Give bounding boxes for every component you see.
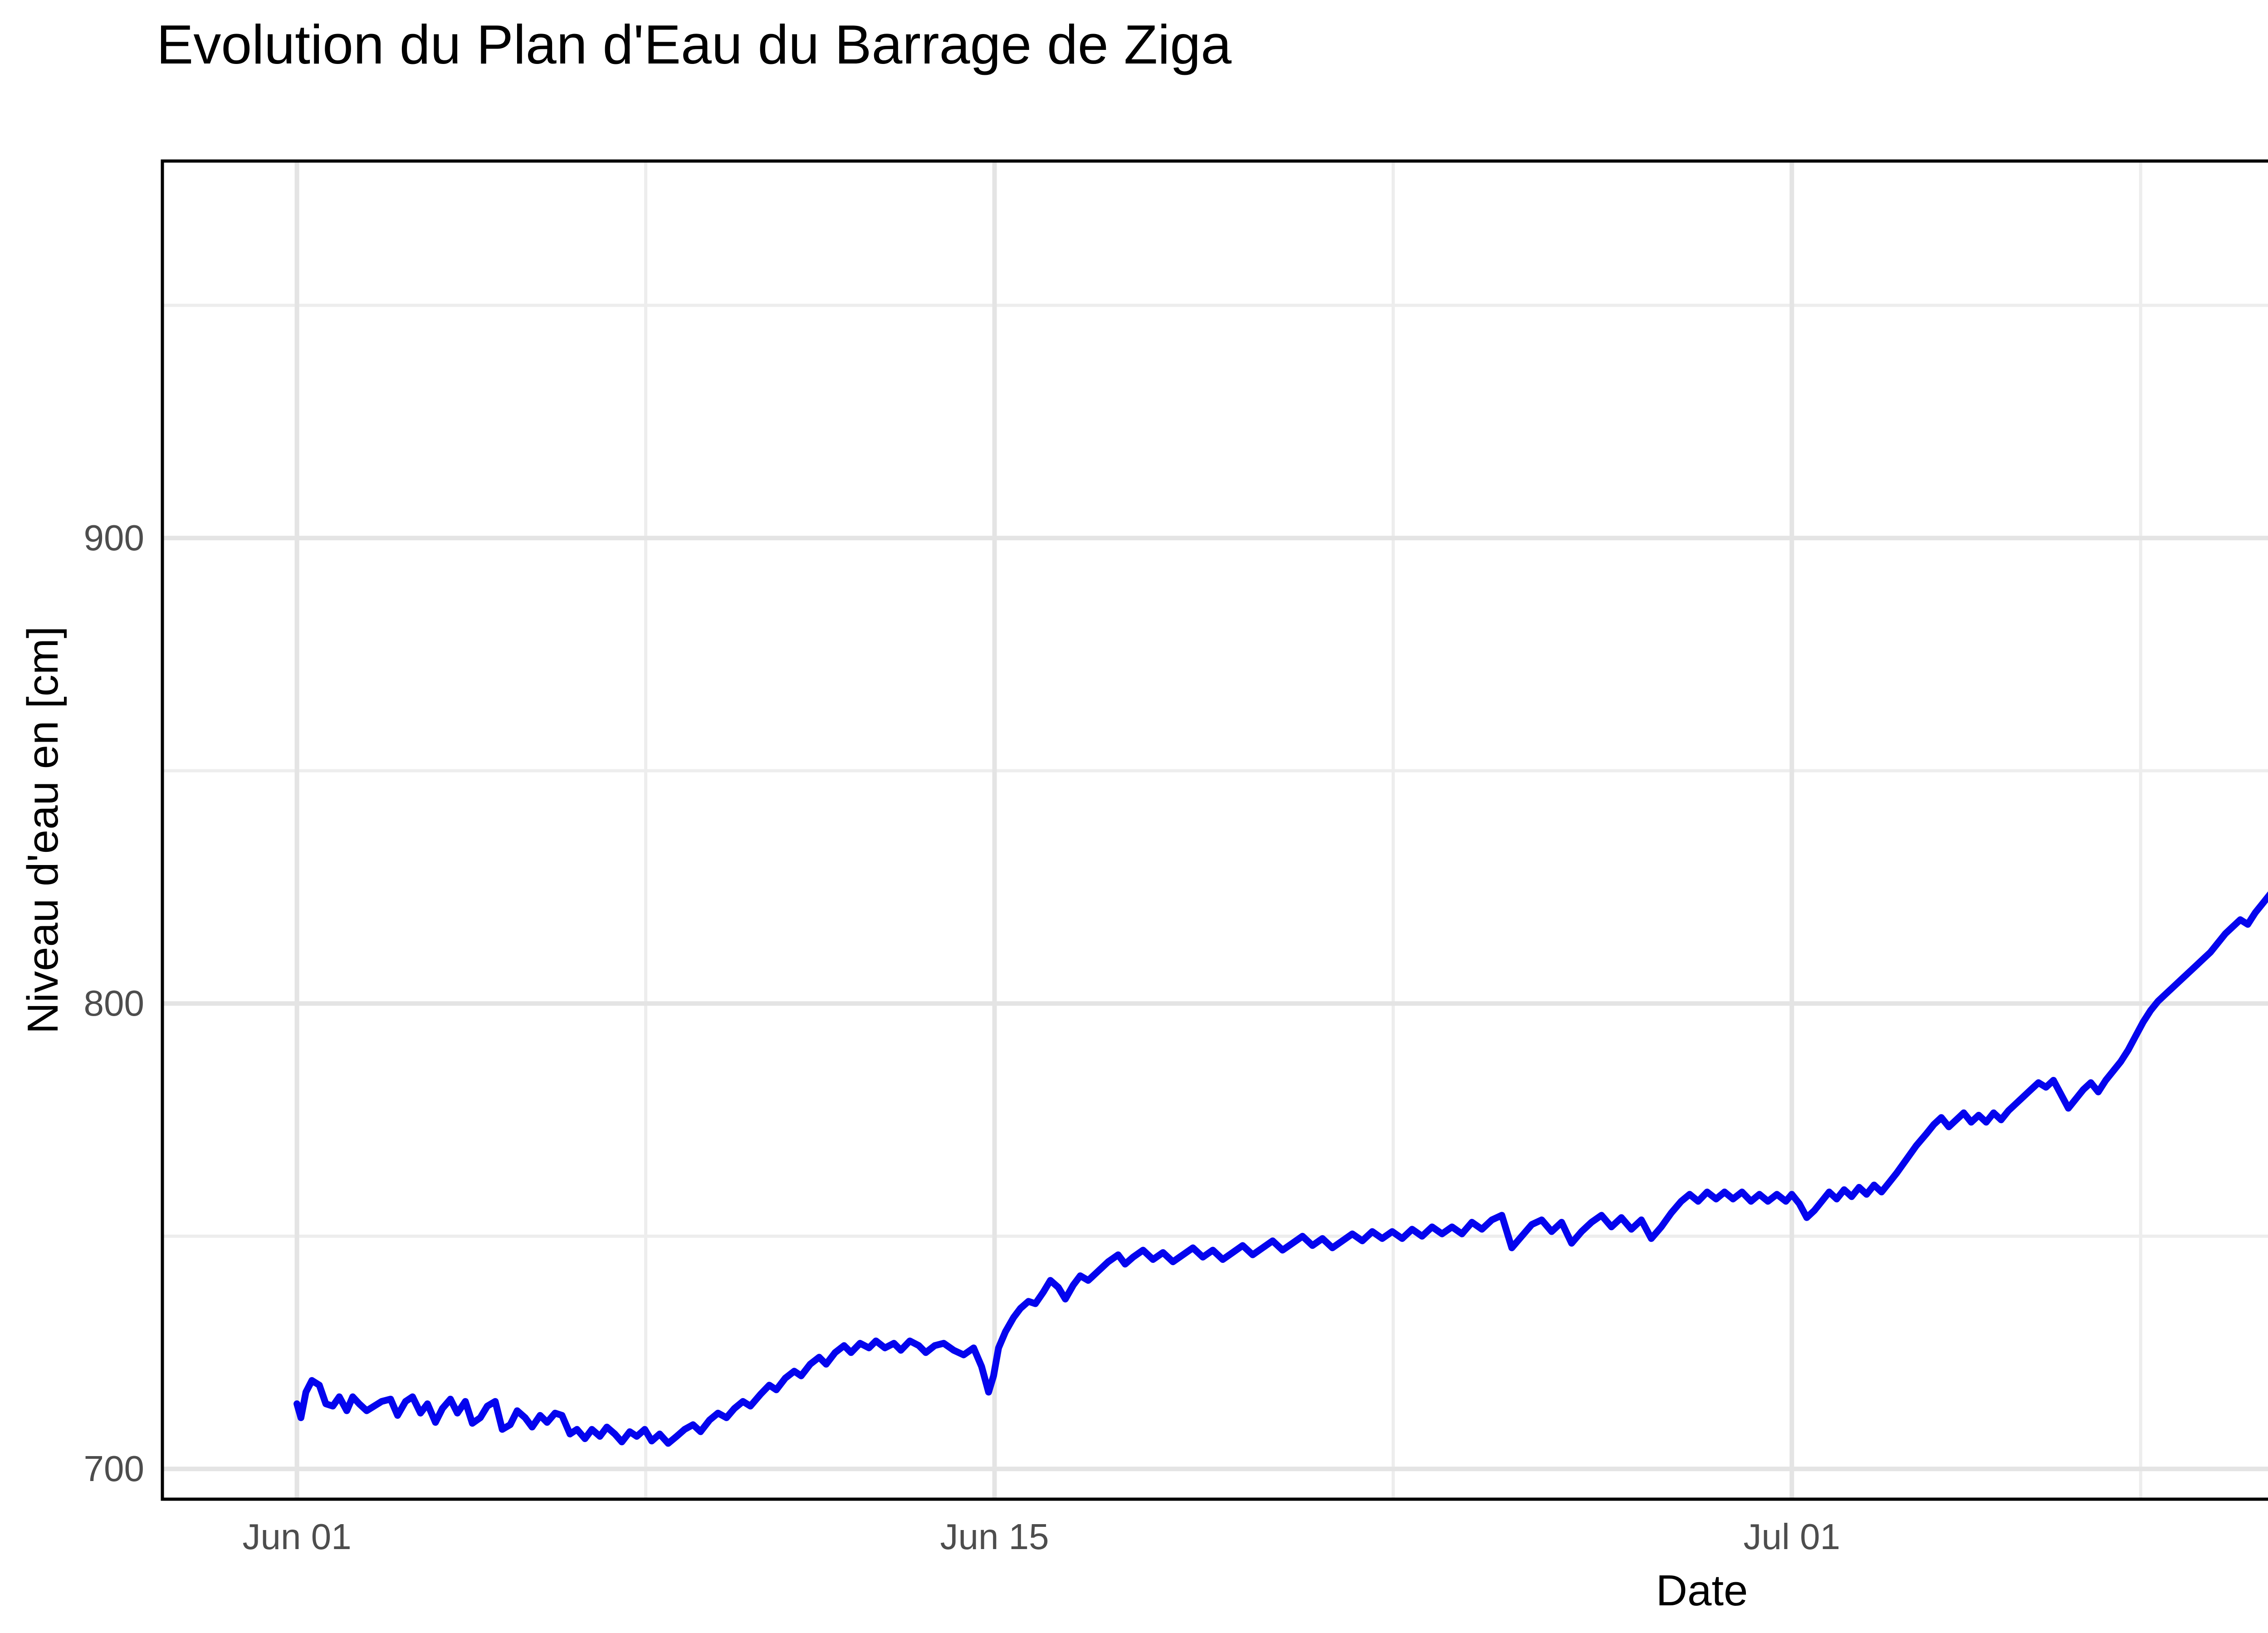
panel-border: [161, 159, 2268, 1501]
x-axis-title: Date: [1656, 1566, 1748, 1615]
y-tick-label: 800: [83, 983, 144, 1024]
x-tick-label: Jun 15: [940, 1516, 1049, 1557]
water-level-line: [293, 891, 2268, 1447]
y-tick-label: 900: [83, 518, 144, 558]
y-axis-title: Niveau d'eau en [cm]: [19, 626, 67, 1034]
x-tick-label: Jul 01: [1743, 1516, 1840, 1557]
x-tick-label: Jun 01: [242, 1516, 352, 1557]
y-tick-label: 700: [83, 1448, 144, 1489]
grid-minor-lines: [162, 161, 2268, 1499]
chart-title: Evolution du Plan d'Eau du Barrage de Zi…: [156, 14, 1232, 75]
grid-major-lines: [162, 161, 2268, 1499]
